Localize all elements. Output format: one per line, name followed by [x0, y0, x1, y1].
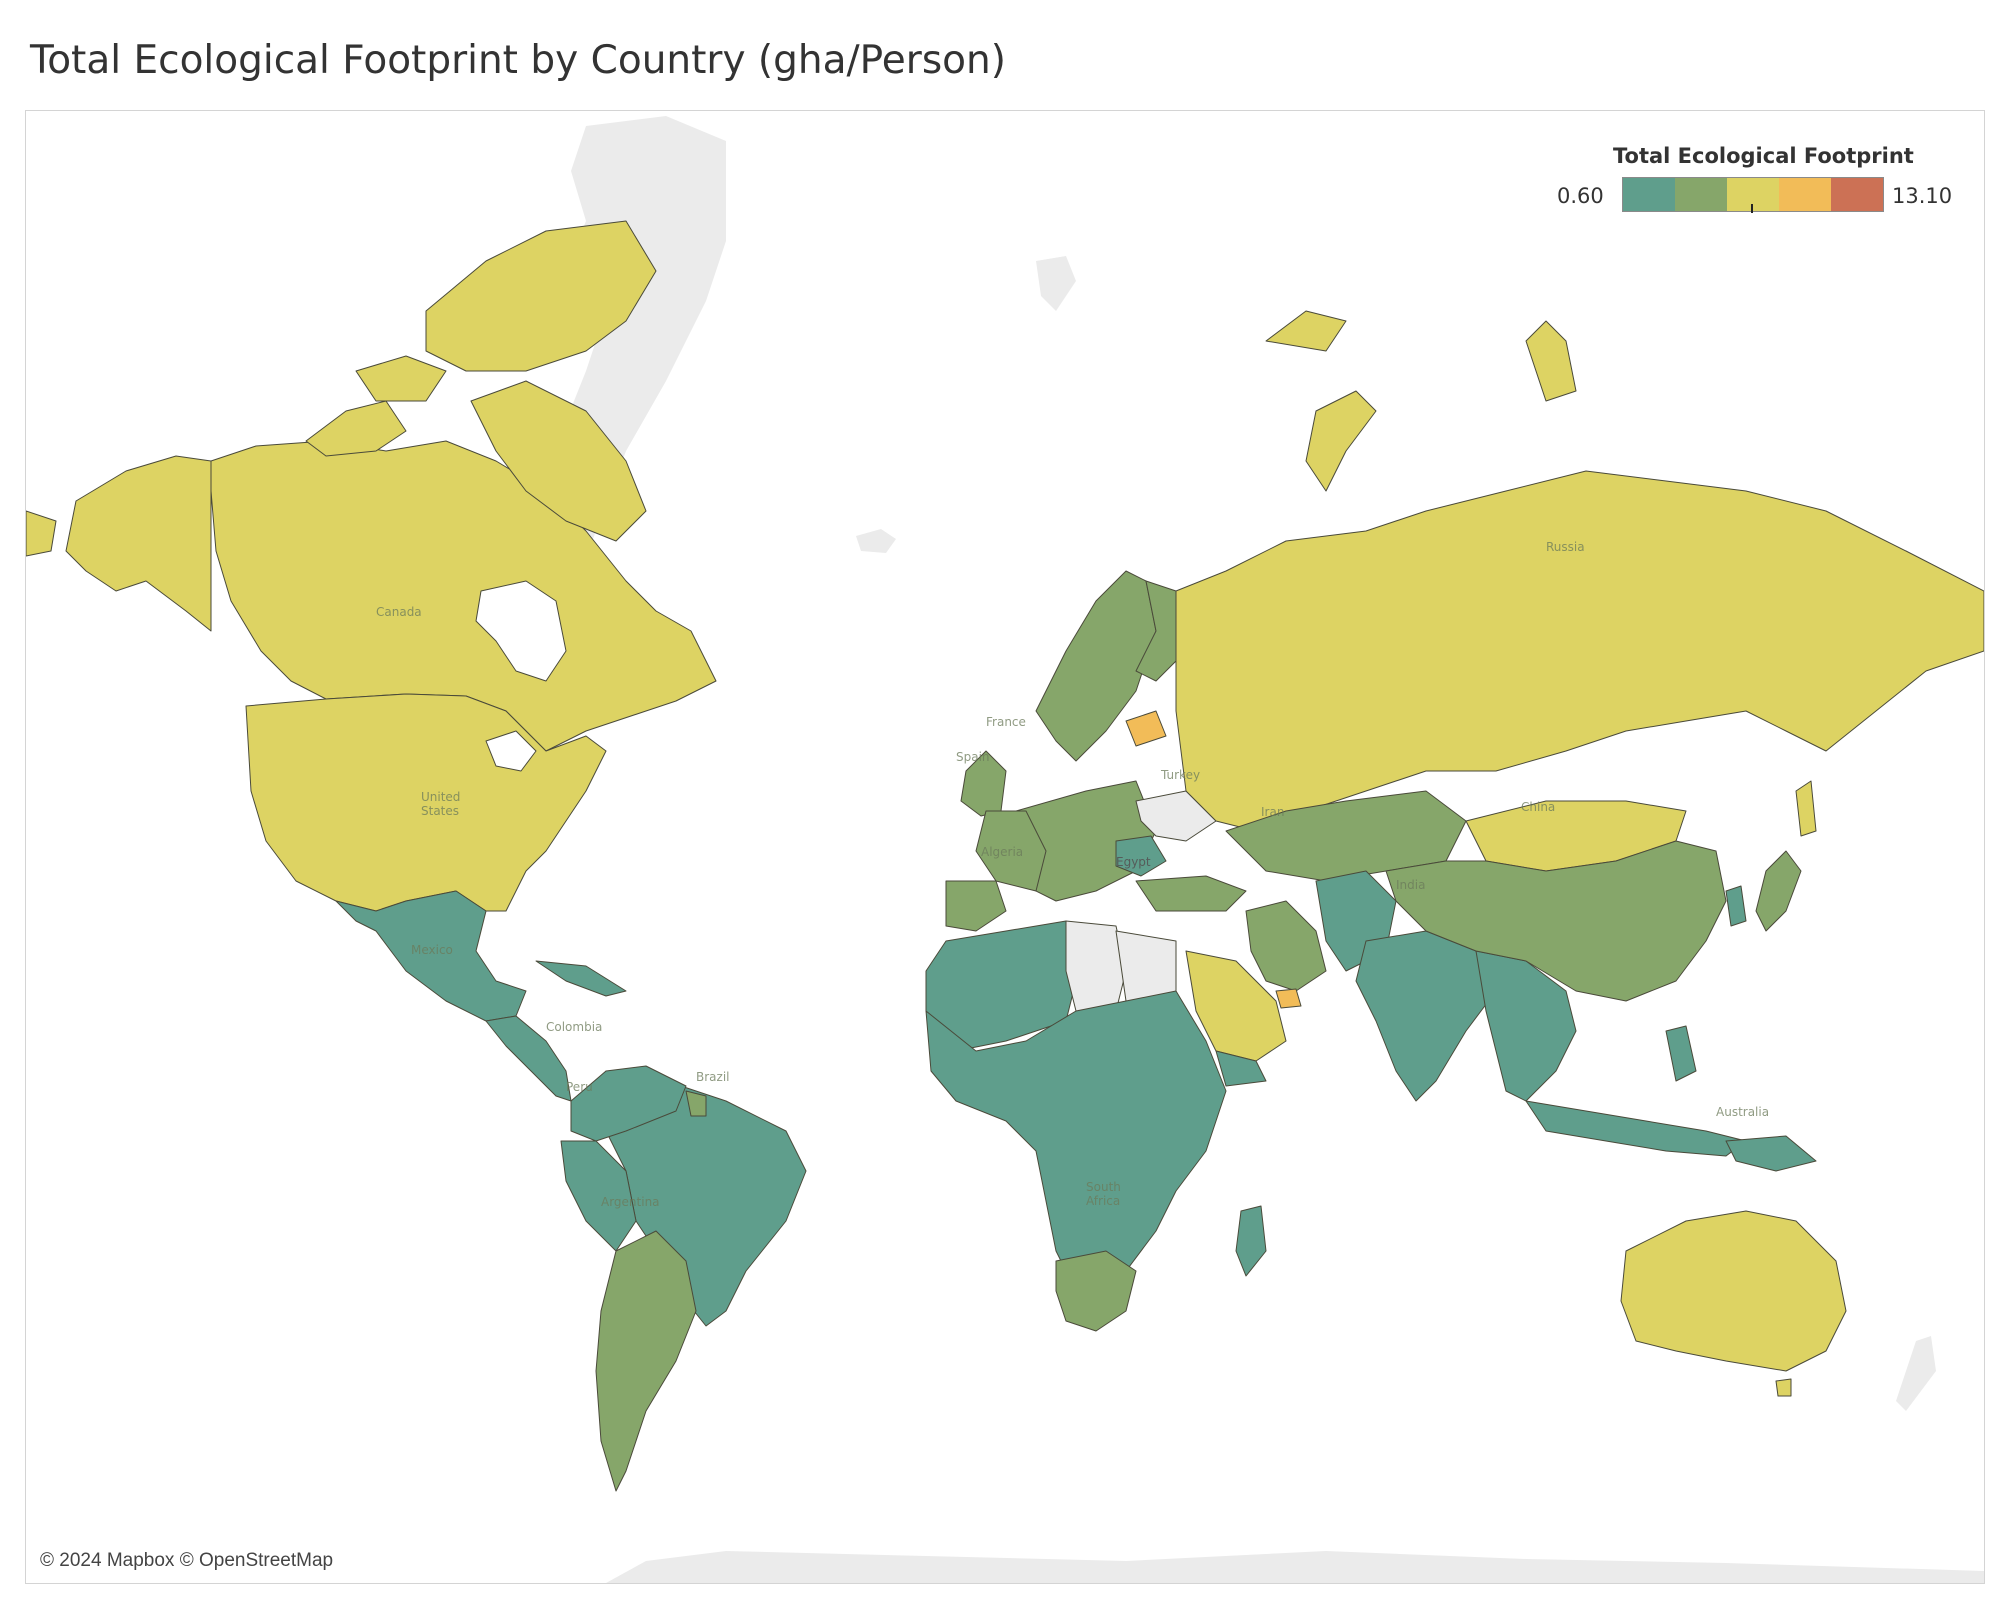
legend-swatch-2	[1675, 178, 1727, 211]
guiana[interactable]	[685, 1090, 707, 1117]
label-australia: Australia	[1716, 1105, 1769, 1119]
page-title: Total Ecological Footprint by Country (g…	[30, 38, 1006, 83]
label-canada: Canada	[376, 605, 422, 619]
color-legend[interactable]: Total Ecological Footprint 0.60 13.10	[1555, 144, 1960, 224]
label-india: India	[1396, 878, 1425, 892]
map-view[interactable]: Canada United States Mexico Colombia Braz…	[25, 110, 1985, 1584]
legend-color-ramp	[1622, 177, 1884, 212]
australia[interactable]	[1620, 1210, 1847, 1372]
label-russia: Russia	[1546, 540, 1585, 554]
korea[interactable]	[1725, 885, 1747, 927]
france[interactable]	[975, 810, 1047, 892]
papua[interactable]	[1725, 1135, 1817, 1172]
baffin-island[interactable]	[470, 380, 647, 542]
south-africa[interactable]	[1055, 1250, 1137, 1332]
iceland[interactable]	[856, 529, 896, 553]
russia[interactable]	[1175, 470, 1984, 832]
alaska-islands[interactable]	[26, 510, 57, 557]
uae[interactable]	[1275, 988, 1302, 1009]
romania[interactable]	[1115, 835, 1167, 877]
arctic-islands-west[interactable]	[305, 400, 407, 457]
legend-swatch-5	[1831, 178, 1883, 211]
legend-max-value: 13.10	[1892, 184, 1953, 208]
madagascar[interactable]	[1235, 1205, 1267, 1277]
canada[interactable]	[210, 440, 717, 752]
legend-min-value: 0.60	[1557, 184, 1604, 208]
label-peru: Peru	[566, 1080, 593, 1094]
turkey[interactable]	[1135, 875, 1247, 912]
china[interactable]	[1385, 840, 1727, 1002]
legend-swatch-3	[1727, 178, 1779, 211]
great-lakes[interactable]	[485, 730, 537, 772]
arctic-islands-mid[interactable]	[355, 355, 447, 402]
antarctica[interactable]	[606, 1551, 1984, 1583]
alaska[interactable]	[65, 455, 212, 632]
legend-swatch-4	[1779, 178, 1831, 211]
mexico[interactable]	[335, 890, 527, 1022]
indonesia[interactable]	[1525, 1100, 1747, 1157]
map-attribution[interactable]: © 2024 Mapbox © OpenStreetMap	[40, 1550, 334, 1571]
label-turkey: Turkey	[1160, 768, 1200, 782]
novaya-zemlya[interactable]	[1305, 390, 1377, 492]
philippines[interactable]	[1665, 1025, 1697, 1082]
southeast-asia[interactable]	[1475, 950, 1577, 1102]
legend-title: Total Ecological Footprint	[1613, 144, 1914, 168]
tasmania[interactable]	[1775, 1378, 1792, 1397]
svalbard[interactable]	[1036, 256, 1076, 311]
baltics[interactable]	[1125, 710, 1167, 747]
label-egypt: Egypt	[1116, 855, 1151, 869]
cuba[interactable]	[535, 960, 627, 997]
argentina[interactable]	[595, 1230, 697, 1492]
india[interactable]	[1355, 930, 1497, 1102]
iran[interactable]	[1245, 900, 1327, 992]
saudi-arabia[interactable]	[1185, 950, 1287, 1062]
siberian-islands[interactable]	[1525, 320, 1577, 402]
label-colombia: Colombia	[546, 1020, 602, 1034]
arctic-islands[interactable]	[425, 220, 657, 372]
label-united-states: United States	[421, 790, 460, 818]
new-zealand[interactable]	[1896, 1336, 1936, 1411]
label-france: France	[986, 715, 1026, 729]
label-iran: Iran	[1261, 805, 1284, 819]
spain[interactable]	[945, 880, 1007, 932]
label-spain: Spain	[956, 750, 990, 764]
peru[interactable]	[560, 1140, 637, 1252]
label-mexico: Mexico	[411, 943, 453, 957]
label-argentina: Argentina	[601, 1195, 660, 1209]
sub-saharan-africa[interactable]	[925, 990, 1227, 1312]
hudson-bay[interactable]	[475, 580, 567, 682]
label-brazil: Brazil	[696, 1070, 730, 1084]
label-china: China	[1521, 800, 1555, 814]
japan[interactable]	[1755, 850, 1802, 932]
sakhalin[interactable]	[1795, 780, 1817, 837]
label-algeria: Algeria	[981, 845, 1023, 859]
label-south-africa: South Africa	[1086, 1180, 1121, 1208]
franz-josef-land[interactable]	[1265, 310, 1347, 352]
colombia-venezuela[interactable]	[570, 1065, 687, 1142]
legend-swatch-1	[1623, 178, 1675, 211]
world-map[interactable]: Canada United States Mexico Colombia Braz…	[26, 111, 1984, 1583]
yemen[interactable]	[1215, 1050, 1267, 1087]
legend-tick-mark	[1751, 204, 1753, 213]
